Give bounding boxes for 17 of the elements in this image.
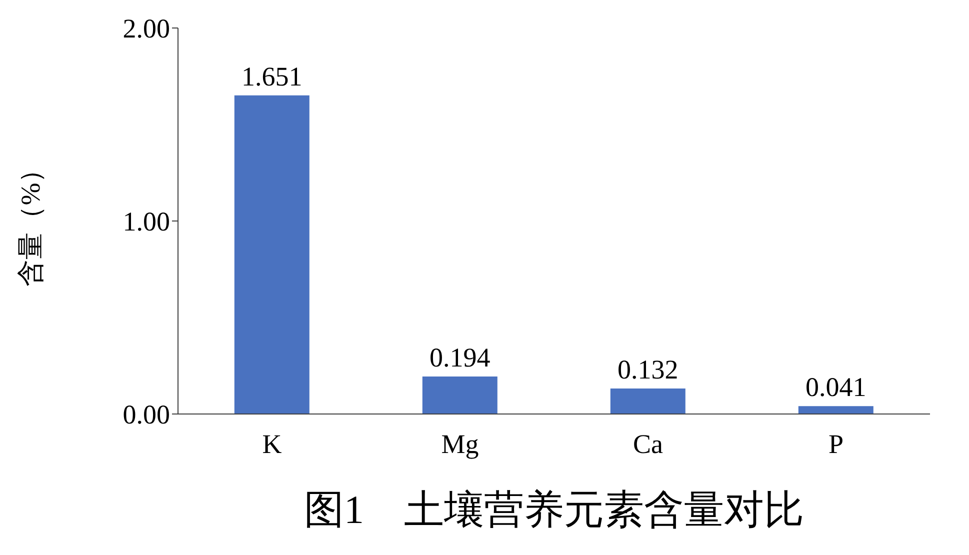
data-label: 0.041 — [806, 372, 866, 402]
x-tick-label: Ca — [633, 429, 664, 460]
y-tick-label: 2.00 — [122, 14, 170, 44]
text: 图1 土壤营养元素含量对比 — [303, 486, 805, 534]
y-tick-label: 1.00 — [122, 206, 170, 237]
data-label: 0.194 — [430, 342, 491, 373]
x-tick-label: P — [828, 429, 844, 460]
bar — [610, 388, 686, 414]
data-label: 0.132 — [618, 354, 678, 385]
y-axis-title: 含量（%） — [16, 156, 46, 286]
bar — [798, 406, 874, 414]
bar — [422, 376, 498, 414]
data-label: 1.651 — [242, 61, 302, 92]
x-tick-label: K — [262, 429, 282, 460]
x-tick-label: Mg — [441, 429, 479, 460]
y-tick-label: 0.00 — [122, 400, 170, 430]
bar — [234, 95, 310, 414]
